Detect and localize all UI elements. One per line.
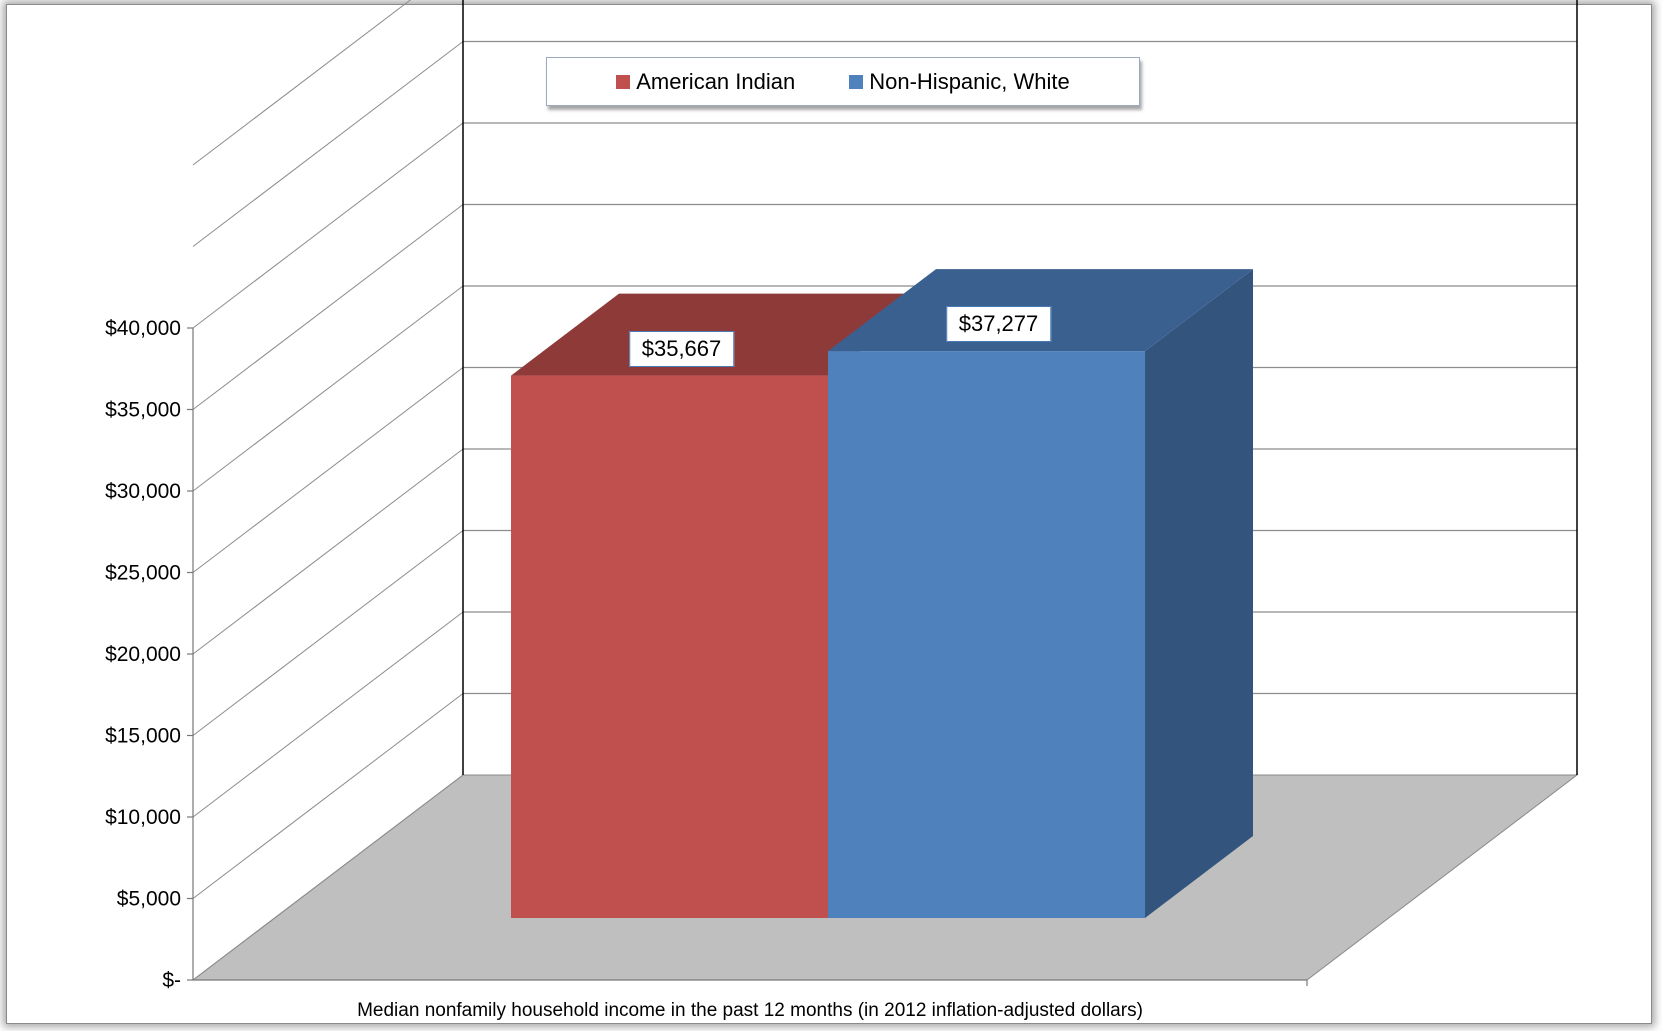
side-wall-gridline: [192, 204, 464, 410]
data-label-non-hispanic-white: $37,277: [945, 306, 1052, 343]
side-wall-gridline: [192, 448, 464, 655]
side-wall-gridline: [192, 367, 464, 573]
side-wall-gridline: [192, 41, 464, 247]
side-wall-gridline: [192, 611, 464, 818]
y-tick-label: $20,000: [105, 643, 181, 666]
legend-swatch-american-indian: [616, 74, 631, 89]
side-wall-gridline: [192, 693, 464, 899]
bar-non-hispanic-white: [828, 351, 1145, 919]
y-tick-label: $10,000: [105, 806, 181, 829]
legend-label-non-hispanic-white: Non-Hispanic, White: [869, 68, 1070, 94]
y-tick-label: $40,000: [105, 317, 181, 340]
chart-legend: American Indian Non-Hispanic, White: [546, 57, 1140, 106]
legend-item-american-indian: American Indian: [616, 69, 795, 95]
y-tick-label: $5,000: [117, 888, 181, 911]
y-tick-label: $30,000: [105, 480, 181, 503]
side-wall-gridline: [192, 122, 464, 329]
bar-american-indian: [511, 375, 828, 918]
y-tick-label: $25,000: [105, 562, 181, 585]
data-label-american-indian: $35,667: [628, 330, 735, 367]
y-tick-label: $35,000: [105, 399, 181, 422]
x-axis-label: Median nonfamily household income in the…: [357, 1000, 1143, 1021]
side-wall-gridline: [192, 530, 464, 736]
y-tick-label: $15,000: [105, 725, 181, 748]
side-wall-gridline: [192, 285, 464, 492]
legend-swatch-non-hispanic-white: [849, 74, 864, 89]
side-wall-gridline: [192, 0, 412, 166]
legend-label-american-indian: American Indian: [636, 68, 796, 94]
bar-side-non-hispanic-white: [1145, 269, 1253, 919]
y-tick-label: $-: [162, 969, 181, 992]
legend-item-non-hispanic-white: Non-Hispanic, White: [849, 69, 1070, 95]
side-wall-gridline: [192, 774, 464, 981]
